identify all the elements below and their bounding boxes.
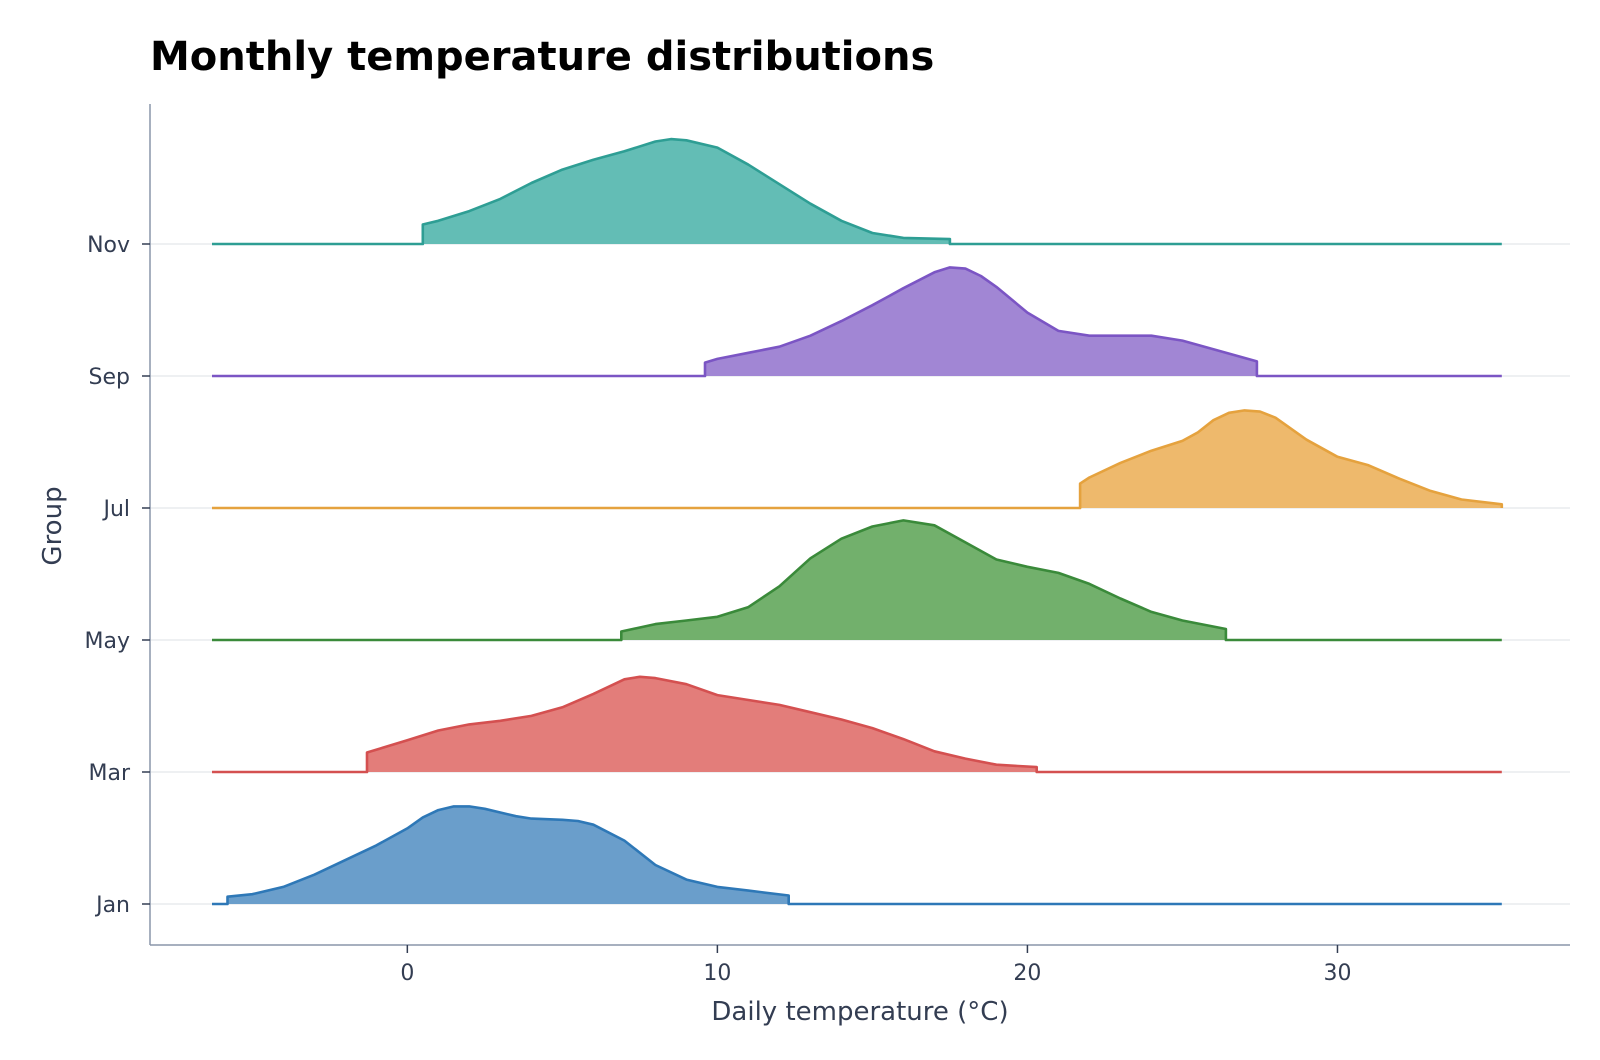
x-tick-label-30: 30 (1323, 961, 1351, 986)
y-tick-label-jul: Jul (101, 497, 130, 522)
ridge-line-jul (212, 409, 1504, 510)
x-axis-label: Daily temperature (°C) (711, 997, 1008, 1027)
ridge-fill-may (621, 520, 1226, 640)
ridge-fill-mar (367, 676, 1037, 772)
ridge-line-mar (212, 675, 1502, 774)
ridge-series (212, 137, 1504, 906)
x-tick-label-20: 20 (1013, 961, 1041, 986)
ridge-line-may (212, 519, 1502, 642)
ridge-fill-nov (422, 139, 950, 244)
ridge-mar (212, 675, 1502, 774)
x-axis-ticks: 0 10 20 30 (400, 945, 1351, 986)
ridge-fill-jul (1080, 410, 1502, 508)
chart-title: Monthly temperature distributions (150, 34, 934, 80)
ridge-sep (212, 266, 1502, 378)
ridge-line-jan (212, 805, 1502, 906)
y-tick-label-may: May (85, 629, 130, 654)
y-tick-label-mar: Mar (88, 761, 130, 786)
y-tick-label-jan: Jan (94, 893, 130, 918)
x-tick-label-0: 0 (400, 961, 414, 986)
y-tick-label-sep: Sep (89, 365, 130, 390)
ridge-line-sep (212, 266, 1502, 378)
ridge-may (212, 519, 1502, 642)
y-axis-label: Group (38, 486, 68, 565)
ridge-jul (212, 409, 1504, 510)
y-axis-ticks: Jan Mar May Jul Sep Nov (85, 233, 150, 918)
ridge-line-nov (212, 137, 1502, 246)
ridge-fill-jan (227, 806, 789, 904)
x-tick-label-10: 10 (703, 961, 731, 986)
ridge-jan (212, 805, 1502, 906)
ridge-nov (212, 137, 1502, 246)
ridge-fill-sep (704, 267, 1257, 376)
y-tick-label-nov: Nov (87, 233, 130, 258)
